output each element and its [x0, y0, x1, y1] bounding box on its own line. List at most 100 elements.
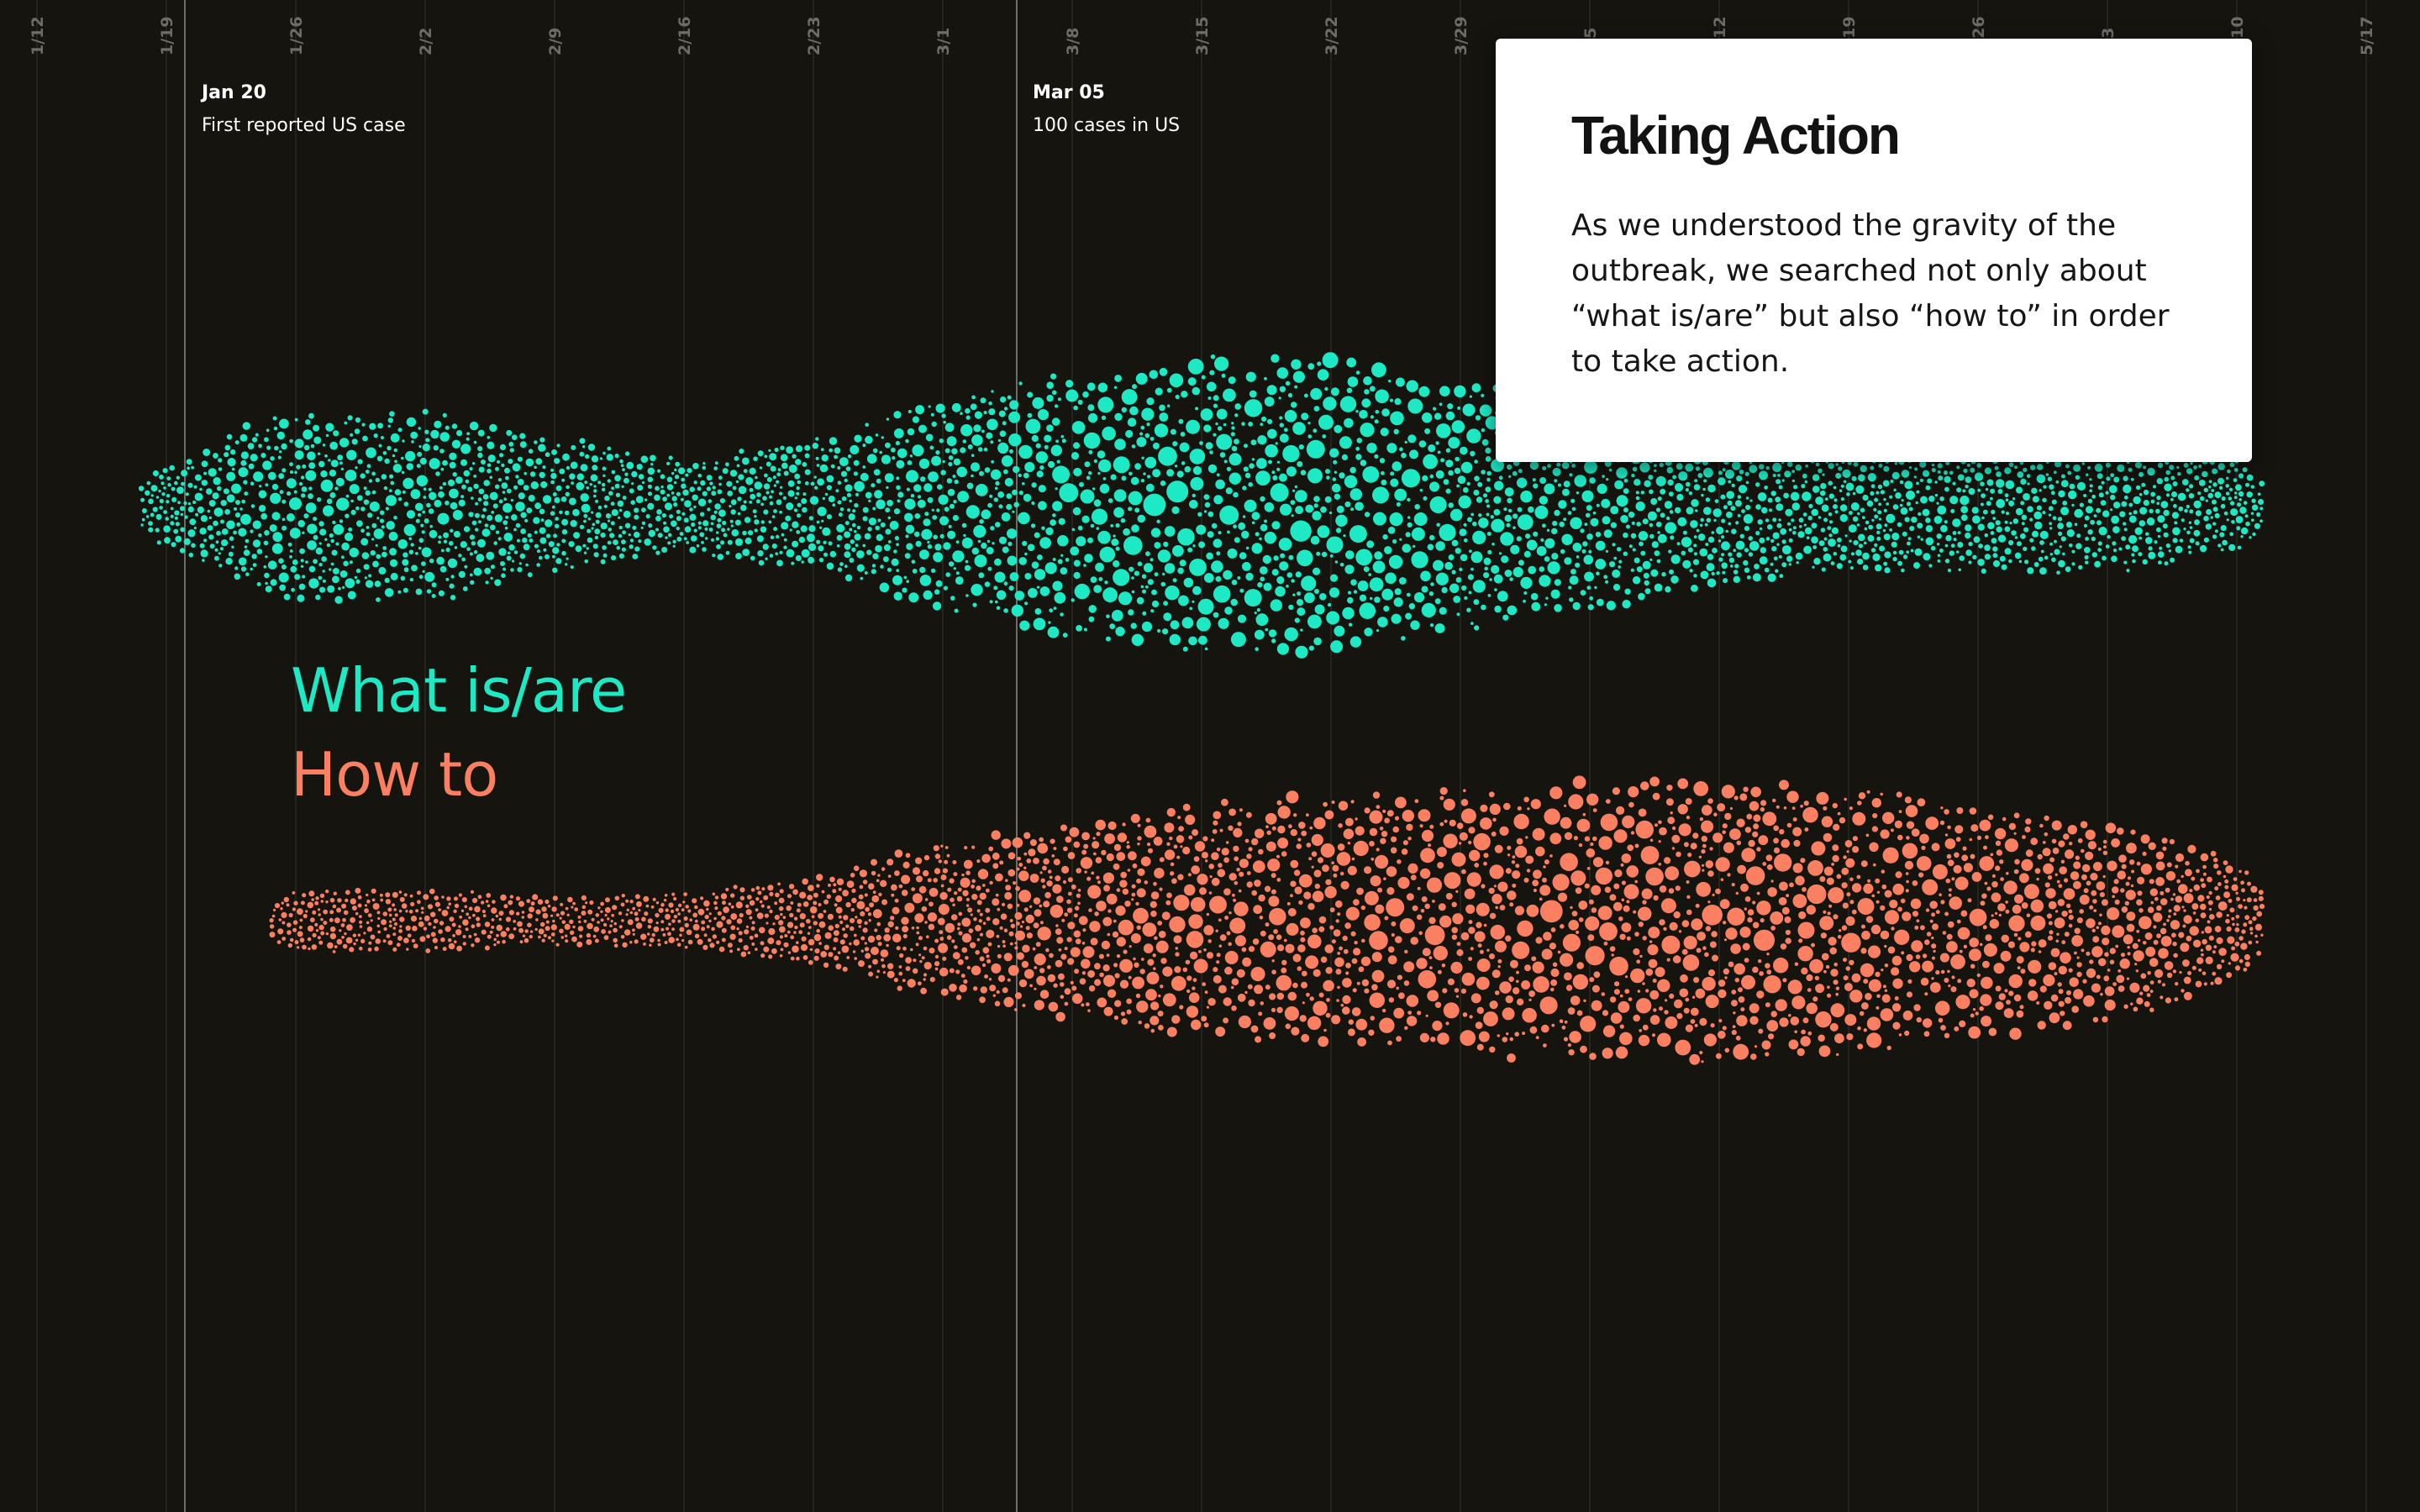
data-point [2199, 496, 2205, 501]
data-point [511, 514, 518, 521]
data-point [923, 962, 932, 970]
data-point [267, 471, 276, 480]
data-point [320, 479, 334, 492]
data-point [1434, 623, 1445, 633]
data-point [2208, 890, 2212, 895]
data-point [1718, 989, 1727, 999]
data-point [2030, 899, 2044, 913]
data-point [269, 918, 274, 923]
data-point [904, 498, 916, 510]
data-point [1855, 549, 1862, 556]
data-point [1338, 801, 1349, 811]
data-point [770, 535, 775, 539]
data-point [2249, 932, 2254, 935]
data-point [2092, 1016, 2099, 1023]
data-point [700, 480, 706, 486]
data-point [294, 417, 298, 422]
data-point [1878, 463, 1883, 468]
data-point [587, 909, 593, 915]
data-point [1889, 528, 1893, 532]
data-point [602, 922, 608, 927]
data-point [1486, 532, 1491, 536]
data-point [427, 904, 434, 910]
data-point [713, 466, 718, 470]
data-point [1239, 871, 1244, 877]
data-point [1732, 1025, 1736, 1029]
data-point [608, 528, 613, 532]
data-point [1758, 959, 1762, 963]
data-point [1971, 507, 1979, 514]
data-point [1439, 523, 1456, 542]
data-point [1759, 470, 1768, 480]
data-point [1665, 522, 1677, 534]
data-point [755, 908, 759, 912]
data-point [2207, 876, 2212, 883]
data-point [2112, 886, 2119, 894]
data-point [2098, 492, 2104, 498]
data-point [200, 515, 208, 522]
data-point [679, 532, 684, 536]
data-point [550, 511, 555, 516]
data-point [1802, 473, 1807, 479]
data-point [2058, 531, 2063, 537]
data-point [1745, 480, 1749, 485]
data-point [2175, 982, 2179, 986]
data-point [1076, 868, 1081, 874]
data-point [1744, 567, 1750, 573]
data-point [1828, 480, 1833, 486]
data-point [1835, 463, 1839, 466]
data-point [342, 585, 345, 590]
data-point [1542, 465, 1547, 470]
data-point [477, 452, 483, 459]
data-point [618, 553, 625, 559]
data-point [902, 926, 909, 933]
data-point [927, 540, 930, 544]
data-point [1800, 858, 1806, 864]
data-point [1995, 840, 2002, 846]
data-point [245, 538, 250, 543]
data-point [1669, 510, 1674, 514]
data-point [1531, 601, 1541, 612]
data-point [1701, 493, 1704, 497]
data-point [551, 906, 557, 912]
data-point [394, 459, 397, 463]
data-point [1145, 551, 1150, 557]
data-point [2187, 844, 2196, 854]
data-point [305, 560, 308, 564]
data-point [425, 948, 431, 953]
data-point [1580, 528, 1585, 533]
data-point [1742, 942, 1750, 951]
data-point [1160, 581, 1166, 587]
data-point [2143, 465, 2147, 470]
data-point [1271, 470, 1276, 475]
data-point [624, 472, 629, 476]
data-point [458, 554, 462, 558]
data-point [1946, 941, 1958, 953]
data-point [2096, 520, 2102, 526]
data-point [393, 516, 397, 520]
data-point [1158, 446, 1177, 466]
data-point [186, 459, 192, 465]
data-point [502, 491, 506, 494]
data-point [424, 571, 435, 582]
data-point [2257, 492, 2261, 496]
data-point [2156, 495, 2161, 501]
data-point [700, 512, 705, 517]
data-point [1192, 585, 1202, 596]
data-point [363, 486, 367, 491]
data-point [992, 918, 1000, 926]
data-point [375, 543, 378, 547]
data-point [872, 909, 882, 919]
data-point [1286, 922, 1299, 936]
data-point [1697, 533, 1706, 541]
data-point [1512, 941, 1530, 959]
data-point [1955, 837, 1961, 843]
data-point [487, 934, 492, 939]
data-point [382, 451, 387, 455]
data-point [1199, 441, 1203, 445]
data-point [199, 487, 203, 491]
data-point [1037, 554, 1043, 560]
data-point [155, 496, 160, 499]
data-point [1733, 575, 1740, 583]
data-point [2243, 899, 2246, 902]
